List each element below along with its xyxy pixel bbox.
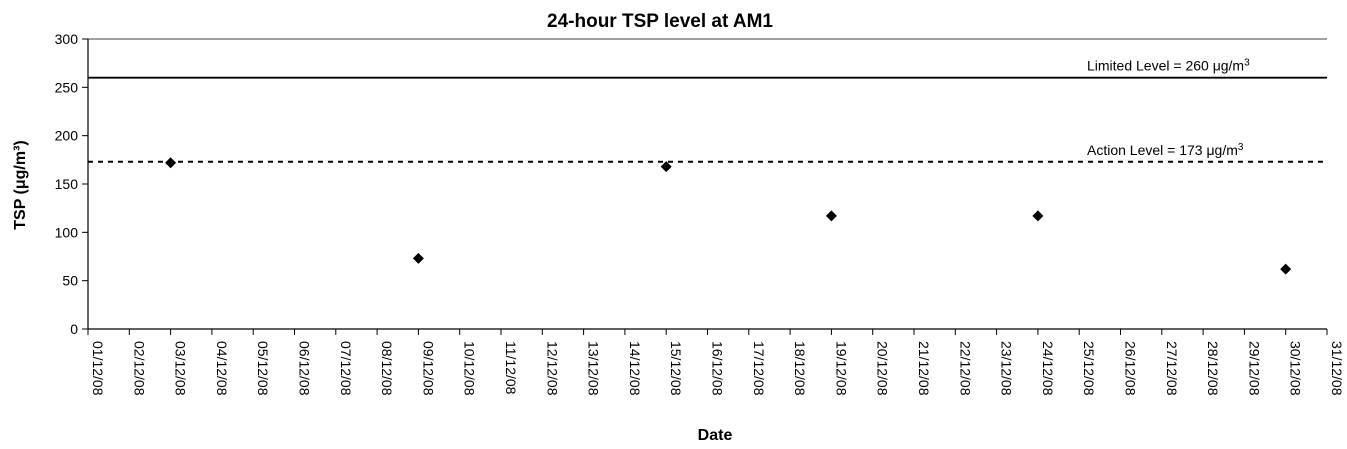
x-tick-label: 16/12/08 [710,341,726,396]
x-tick-label: 15/12/08 [668,341,684,396]
limited-level-label: Limited Level = 260 μg/m3 [1087,57,1250,74]
y-tick-label: 50 [62,273,78,289]
y-axis-title: TSP (μg/m³) [12,140,29,230]
x-tick-label: 26/12/08 [1123,341,1139,396]
x-tick-label: 22/12/08 [957,341,973,396]
x-tick-label: 05/12/08 [255,341,271,396]
x-tick-label: 11/12/08 [503,341,519,395]
data-point [412,252,424,264]
x-tick-label: 06/12/08 [297,341,313,396]
x-tick-label: 27/12/08 [1164,341,1180,396]
x-tick-label: 17/12/08 [751,341,767,396]
x-tick-label: 30/12/08 [1288,341,1304,396]
data-point [660,161,672,173]
x-tick-label: 21/12/08 [916,341,932,396]
y-tick-label: 100 [55,224,79,240]
x-tick-label: 13/12/08 [586,341,602,396]
y-tick-label: 200 [55,128,79,144]
x-tick-label: 14/12/08 [627,341,643,396]
y-tick-label: 300 [55,31,79,47]
x-tick-label: 24/12/08 [1040,341,1056,396]
plot-area: 0 50 100 150 200 250 300 01/12/08 02/12/08 03/12/… [55,31,1345,396]
chart-title: 24-hour TSP level at AM1 [547,11,773,32]
x-tick-label: 10/12/08 [462,341,478,396]
x-tick-label: 09/12/08 [420,341,436,396]
x-tick-label: 04/12/08 [214,341,230,396]
y-tick-label: 250 [55,79,79,95]
data-point [1280,263,1292,275]
x-tick-label: 03/12/08 [173,341,189,396]
x-tick-label: 12/12/08 [544,341,560,396]
data-point [825,210,837,222]
x-tick-label: 28/12/08 [1205,341,1221,396]
data-point [1032,210,1044,222]
x-tick-label: 01/12/08 [90,341,106,396]
x-tick-label: 23/12/08 [999,341,1015,396]
x-tick-label: 31/12/08 [1329,341,1345,396]
x-tick-label: 18/12/08 [792,341,808,396]
x-tick-label: 25/12/08 [1081,341,1097,396]
x-tick-label: 20/12/08 [875,341,891,396]
x-tick-label: 29/12/08 [1246,341,1262,396]
x-tick-label: 02/12/08 [131,341,147,396]
x-tick-label: 08/12/08 [379,341,395,396]
action-level-label: Action Level = 173 μg/m3 [1087,141,1244,158]
x-tick-label: 07/12/08 [338,341,354,396]
y-tick-label: 0 [70,321,78,337]
data-point [165,157,177,169]
x-axis-title: Date [698,427,733,444]
y-tick-label: 150 [55,176,79,192]
x-tick-label: 19/12/08 [833,341,849,396]
